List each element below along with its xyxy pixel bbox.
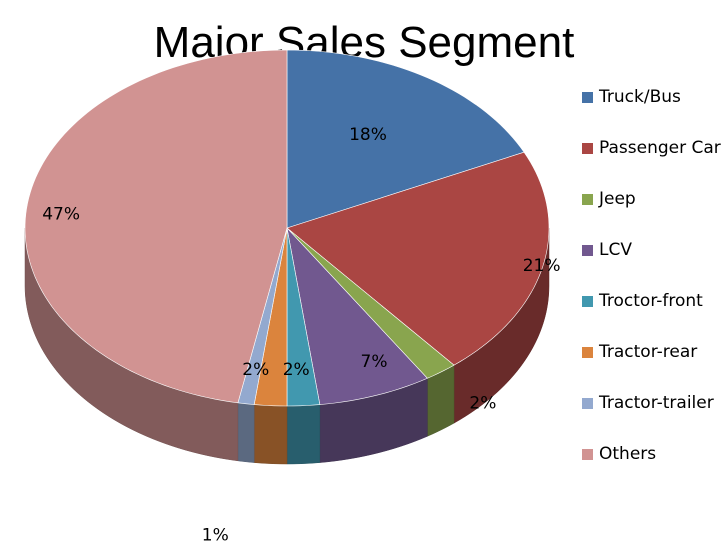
legend-label: Others — [599, 444, 657, 464]
pie-slice-others — [24, 49, 288, 404]
data-label-tractor-rear: 2% — [242, 360, 269, 380]
pie-side-tractor-trailer — [237, 402, 255, 463]
pie-slice-passenger-car — [286, 151, 550, 366]
pie-side-troctor-front — [286, 404, 321, 465]
legend-item-troctor-front: Troctor-front — [582, 288, 703, 314]
pie-top — [24, 49, 550, 407]
legend-swatch — [582, 448, 593, 460]
pie-slice-jeep — [286, 227, 455, 379]
data-label-others: 47% — [42, 204, 80, 224]
legend-label: LCV — [599, 240, 632, 260]
legend-swatch — [582, 142, 593, 154]
pie-sides — [24, 227, 550, 465]
legend-swatch — [582, 295, 593, 307]
legend-item-jeep: Jeep — [582, 186, 636, 212]
pie-slice-truck-bus — [286, 49, 525, 229]
legend-swatch — [582, 193, 593, 205]
data-label-jeep: 2% — [469, 394, 496, 414]
legend-label: Troctor-front — [599, 291, 703, 311]
legend-swatch — [582, 244, 593, 256]
legend-swatch — [582, 91, 593, 103]
legend-label: Tractor-rear — [599, 342, 698, 362]
legend-swatch — [582, 346, 593, 358]
legend-item-lcv: LCV — [582, 237, 632, 263]
legend-item-others: Others — [582, 441, 656, 467]
pie-side-tractor-rear — [253, 404, 288, 465]
data-label-lcv: 7% — [361, 352, 388, 372]
legend-swatch — [582, 397, 593, 409]
pie-labels: 18% 21% 2% 7% 2% 2% 1% 47% — [42, 125, 560, 546]
data-label-truck-bus: 18% — [349, 125, 387, 145]
pie-slice-lcv — [286, 227, 428, 405]
legend-item-passenger-car: Passenger Car — [582, 135, 721, 161]
legend-label: Truck/Bus — [599, 87, 681, 107]
legend-label: Tractor-trailer — [599, 393, 714, 413]
legend-item-tractor-trailer: Tractor-trailer — [582, 390, 714, 416]
pie-slice-troctor-front — [286, 227, 321, 407]
legend-item-tractor-rear: Tractor-rear — [582, 339, 697, 365]
legend-label: Jeep — [599, 189, 636, 209]
data-label-troctor-front: 2% — [283, 360, 310, 380]
legend-label: Passenger Car — [599, 138, 721, 158]
data-label-passenger-car: 21% — [523, 256, 561, 276]
legend-item-truck-bus: Truck/Bus — [582, 84, 681, 110]
data-label-tractor-trailer: 1% — [202, 526, 229, 546]
